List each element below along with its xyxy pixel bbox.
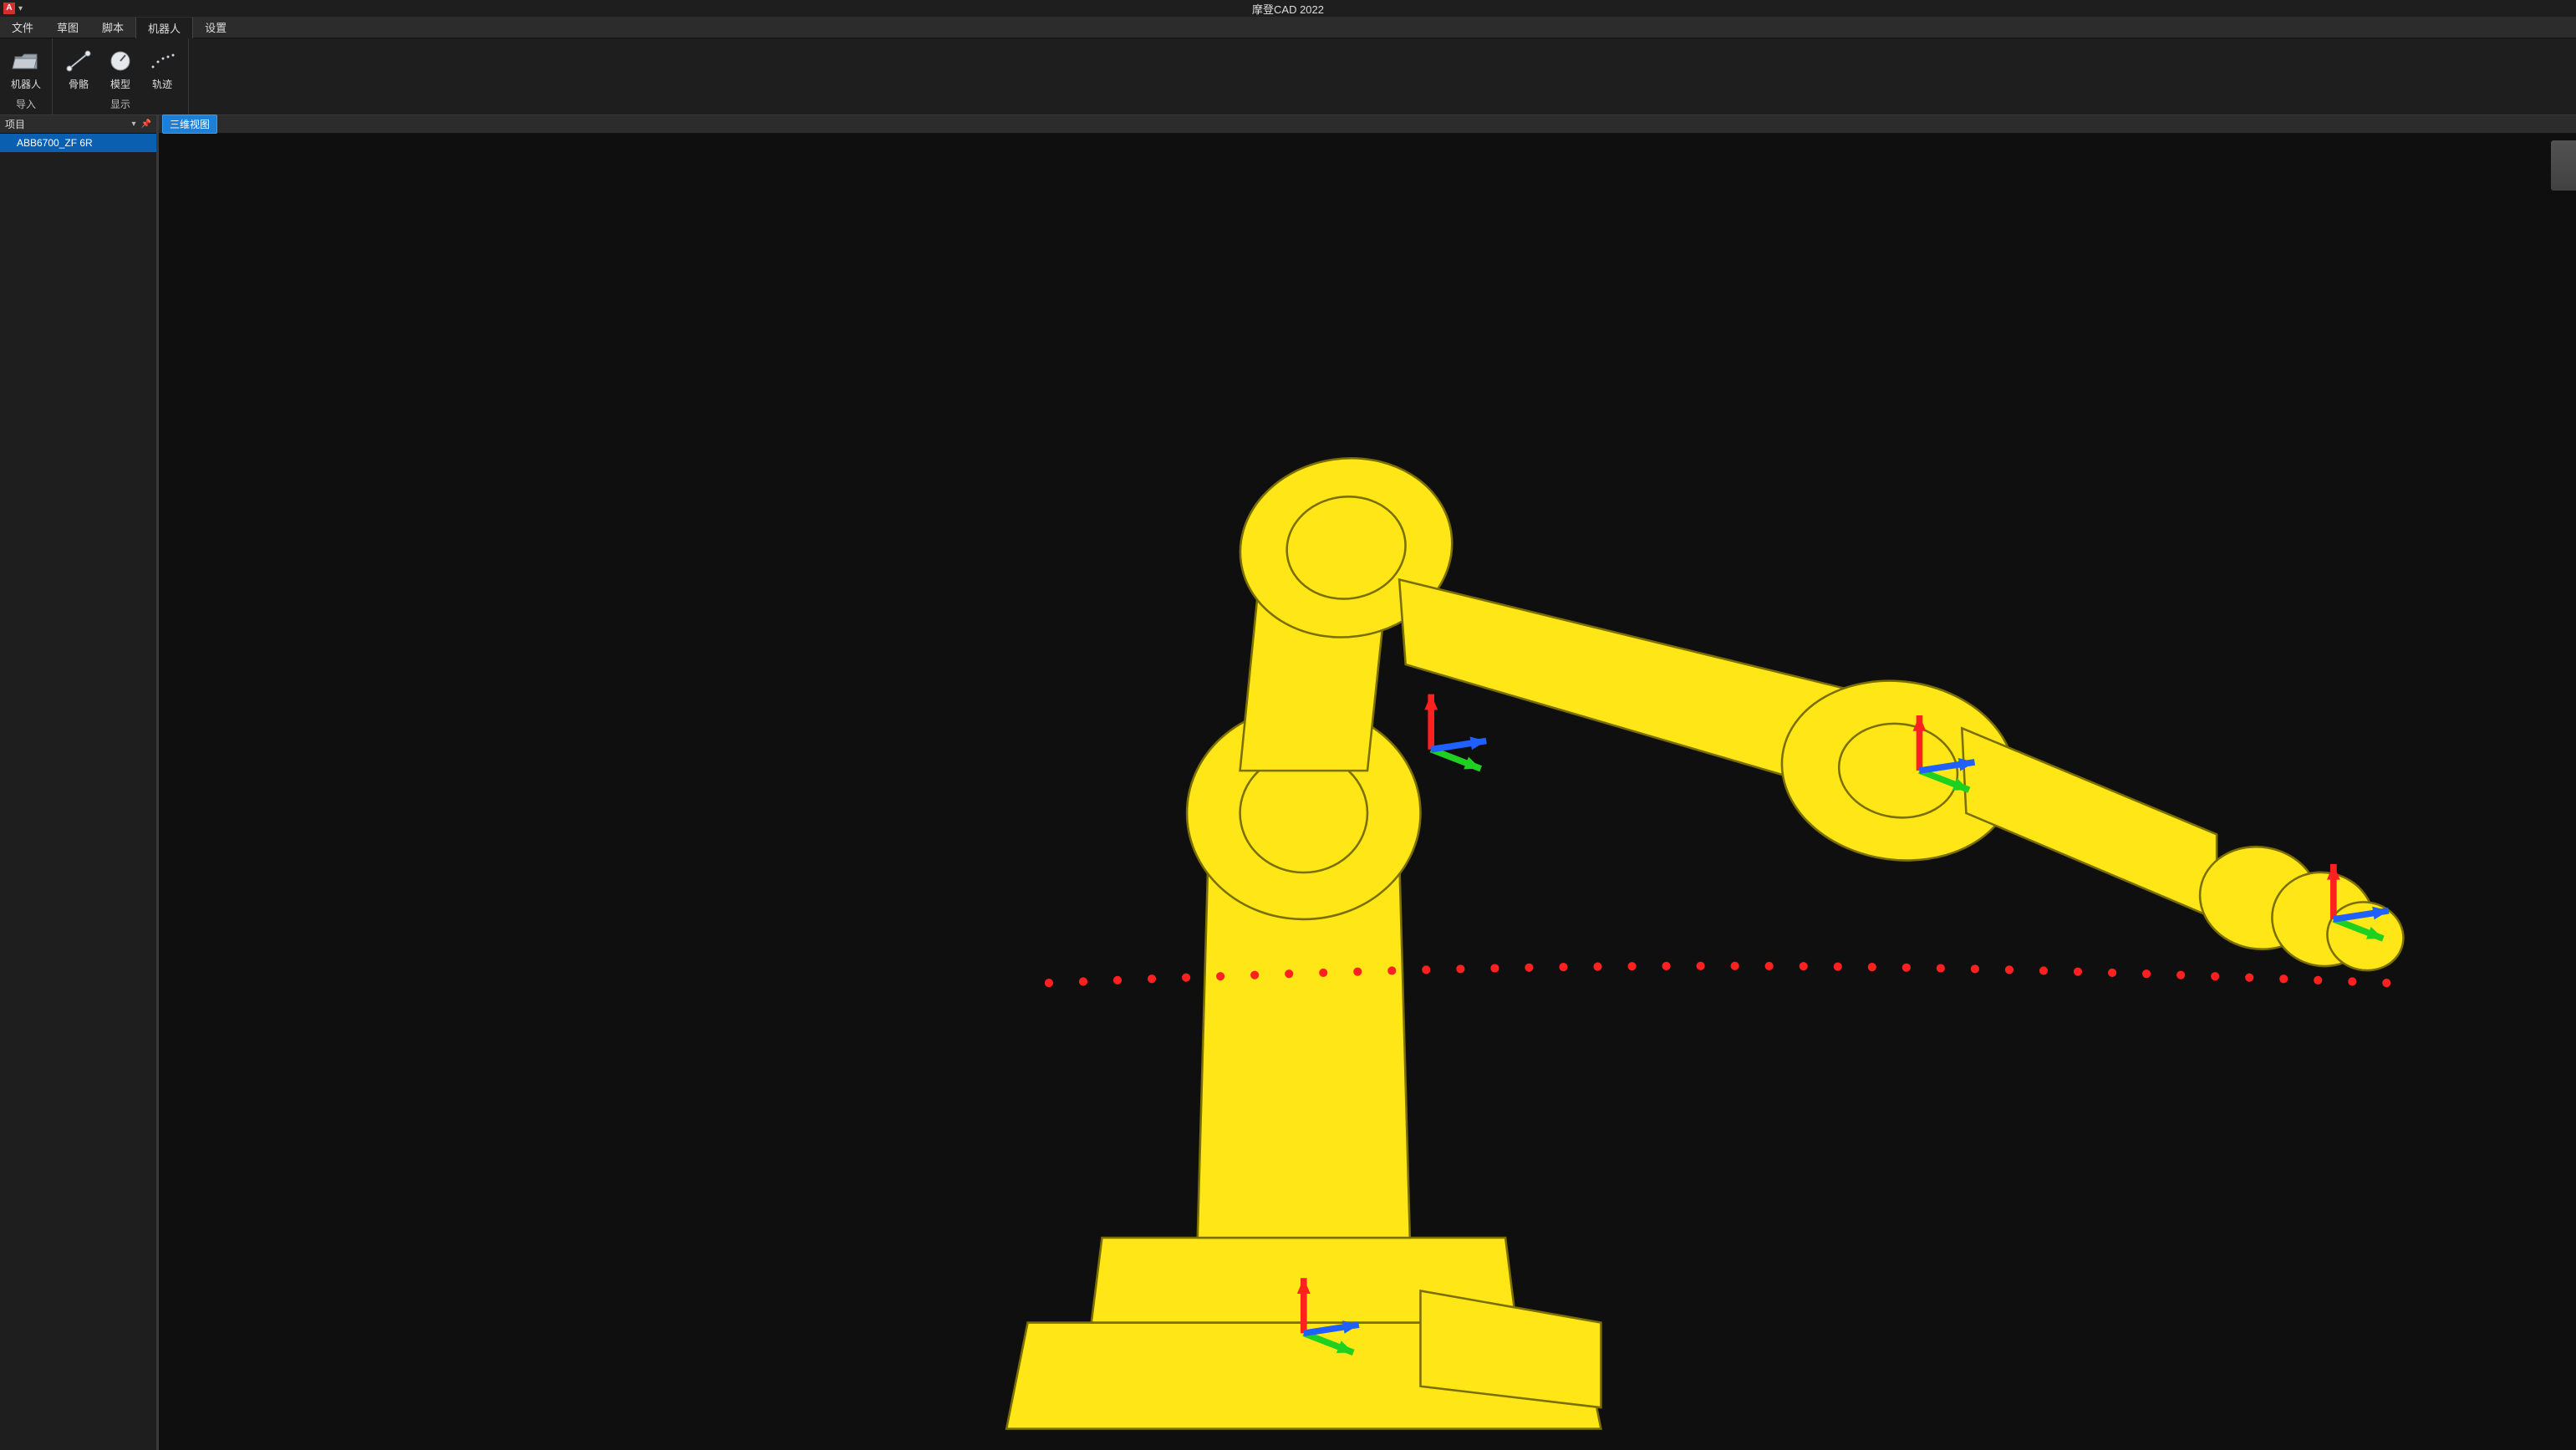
ribbon-btn-label: 模型 — [110, 77, 130, 91]
menu-item-4[interactable]: 设置 — [193, 17, 238, 38]
ribbon: 机器人导入骨骼模型轨迹显示 — [0, 38, 2576, 115]
menu-item-1[interactable]: 草图 — [45, 17, 90, 38]
ribbon-btn-label: 轨迹 — [152, 77, 172, 91]
folder-icon — [12, 47, 40, 75]
view-cube[interactable] — [2551, 140, 2576, 191]
project-panel-title: 项目 — [5, 117, 25, 131]
ribbon-group-label: 导入 — [0, 95, 52, 114]
ribbon-group: 骨骼 模型 轨迹显示 — [53, 38, 189, 114]
qat-dropdown-icon[interactable]: ▾ — [18, 4, 23, 13]
trajectory-icon — [148, 47, 176, 75]
ribbon-btn-label: 骨骼 — [69, 77, 89, 91]
main-split: 项目 ▾ 📌 ABB6700_ZF 6R 三维视图 — [0, 115, 2576, 1450]
robot-import-button[interactable]: 机器人 — [5, 45, 47, 93]
panel-dropdown-icon[interactable]: ▾ — [132, 120, 136, 129]
axis-gizmo — [1424, 694, 1486, 770]
skeleton-button[interactable]: 骨骼 — [58, 45, 99, 93]
panel-pin-icon[interactable]: 📌 — [141, 120, 151, 129]
app-badge[interactable]: A — [3, 3, 15, 14]
project-tree[interactable]: ABB6700_ZF 6R — [0, 134, 156, 1450]
robot-model — [1006, 445, 2410, 1429]
menu-bar: 文件草图脚本机器人设置 — [0, 17, 2576, 38]
project-panel-header: 项目 ▾ 📌 — [0, 115, 156, 134]
ribbon-btn-label: 机器人 — [11, 77, 41, 91]
viewport-3d[interactable] — [159, 134, 2576, 1450]
trajectory-button[interactable]: 轨迹 — [141, 45, 183, 93]
viewport-tabbar: 三维视图 — [159, 115, 2576, 134]
tree-item[interactable]: ABB6700_ZF 6R — [0, 134, 156, 152]
viewport-tab-3d[interactable]: 三维视图 — [162, 114, 217, 134]
title-bar: A ▾ 摩登CAD 2022 — [0, 0, 2576, 17]
model-button[interactable]: 模型 — [99, 45, 141, 93]
ribbon-group: 机器人导入 — [0, 38, 53, 114]
app-title: 摩登CAD 2022 — [1252, 1, 1324, 17]
viewport-canvas[interactable] — [159, 134, 2576, 1450]
skeleton-icon — [64, 47, 93, 75]
menu-item-3[interactable]: 机器人 — [135, 18, 193, 38]
menu-item-2[interactable]: 脚本 — [90, 17, 135, 38]
menu-item-0[interactable]: 文件 — [0, 17, 45, 38]
gauge-icon — [106, 47, 135, 75]
viewport-area: 三维视图 — [159, 115, 2576, 1450]
project-panel: 项目 ▾ 📌 ABB6700_ZF 6R — [0, 115, 159, 1450]
ribbon-group-label: 显示 — [53, 95, 188, 114]
